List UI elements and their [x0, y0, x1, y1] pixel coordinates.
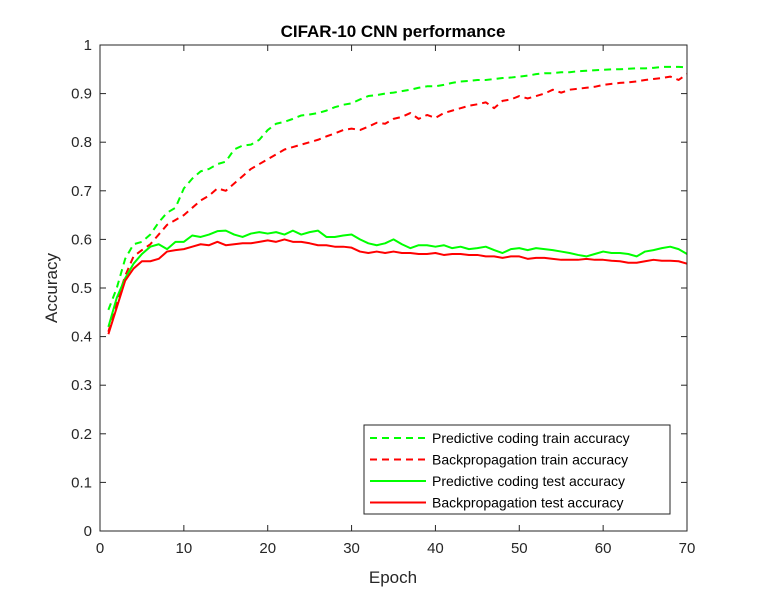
y-tick-label: 0	[84, 523, 92, 540]
y-axis-label: Accuracy	[42, 253, 61, 323]
legend-label-1: Backpropagation train accuracy	[432, 452, 628, 468]
y-tick-label: 0.3	[71, 377, 92, 394]
legend-label-2: Predictive coding test accuracy	[432, 473, 625, 489]
x-tick-label: 40	[427, 540, 444, 557]
series-layer	[107, 65, 688, 335]
ticks-layer: 0 10 20 30 40 50 60 70 0 0.1 0.2 0.3 0.4 0.5 0.6 0.7 0.8…	[71, 37, 695, 557]
y-tick-label: 0.5	[71, 280, 92, 297]
series-line-2	[107, 229, 688, 328]
y-tick-label: 0.6	[71, 231, 92, 248]
y-tick-label: 0.8	[71, 134, 92, 151]
x-tick-label: 60	[595, 540, 612, 557]
y-tick-label: 0.2	[71, 426, 92, 443]
legend-box	[363, 424, 671, 515]
x-tick-label: 70	[679, 540, 696, 557]
series-line-1	[107, 73, 688, 333]
x-tick-label: 0	[96, 540, 104, 557]
chart-title: CIFAR-10 CNN performance	[281, 22, 506, 41]
y-tick-label: 1	[84, 37, 92, 54]
legend-label-0: Predictive coding train accuracy	[432, 430, 630, 446]
y-tick-label: 0.9	[71, 86, 92, 103]
y-tick-label: 0.7	[71, 183, 92, 200]
x-tick-label: 30	[343, 540, 360, 557]
legend: Predictive coding train accuracy Backprop…	[363, 424, 671, 515]
legend-label-3: Backpropagation test accuracy	[432, 495, 623, 511]
y-tick-label: 0.4	[71, 329, 92, 346]
x-tick-label: 50	[511, 540, 528, 557]
series-line-3	[107, 238, 688, 335]
y-tick-label: 0.1	[71, 474, 92, 491]
x-axis-label: Epoch	[369, 568, 417, 587]
x-tick-label: 10	[176, 540, 193, 557]
x-tick-label: 20	[259, 540, 276, 557]
legend-items: Predictive coding train accuracy Backprop…	[370, 430, 630, 511]
